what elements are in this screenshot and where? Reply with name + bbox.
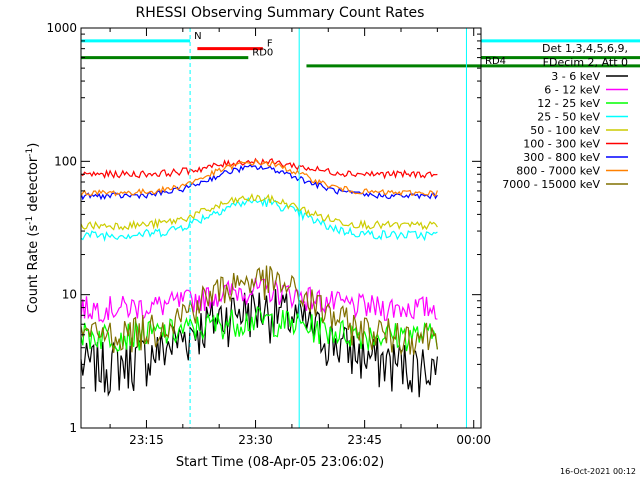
series-line-7: [80, 164, 438, 201]
x-tick-label: 23:45: [347, 433, 382, 447]
legend-header-2: FDecim 2, Att 0: [543, 56, 628, 69]
y-axis-label-sup2: -1: [25, 148, 35, 157]
y-tick-label: 1: [69, 421, 77, 435]
legend-label: 7000 - 15000 keV: [502, 178, 600, 191]
legend: Det 1,3,4,5,6,9, FDecim 2, Att 0 3 - 6 k…: [502, 42, 628, 191]
flag-label: F: [267, 39, 273, 50]
legend-label: 3 - 6 keV: [551, 70, 600, 83]
plot-frame: [80, 27, 482, 429]
series-line-8: [80, 159, 438, 197]
legend-label: 12 - 25 keV: [537, 97, 600, 110]
y-tick-label: 100: [54, 154, 77, 168]
y-axis-label-end: ): [26, 143, 41, 148]
y-tick-label: 1000: [46, 21, 77, 35]
series-line-9: [80, 265, 438, 357]
y-axis-label-sup1: -1: [25, 216, 35, 225]
legend-label: 300 - 800 keV: [523, 151, 600, 164]
x-axis-label: Start Time (08-Apr-05 23:06:02): [176, 455, 384, 470]
legend-label: 800 - 7000 keV: [516, 165, 600, 178]
series-line-5: [80, 192, 438, 231]
x-axis: 23:15 23:30 23:45 00:00: [109, 28, 491, 447]
y-axis: 1 10 100 1000: [46, 21, 481, 435]
y-axis-label-mid: detector: [26, 156, 41, 216]
legend-label: 100 - 300 keV: [523, 138, 600, 151]
footer-timestamp: 16-Oct-2021 00:12: [560, 467, 636, 476]
event-lines-layer: [189, 28, 467, 428]
flag-label: RD0: [252, 48, 273, 59]
y-axis-label-main: Count Rate (s: [26, 225, 41, 314]
legend-header-1: Det 1,3,4,5,6,9,: [542, 42, 628, 55]
series-line-2: [80, 277, 438, 323]
x-tick-label: 23:30: [238, 433, 273, 447]
chart-title: RHESSI Observing Summary Count Rates: [136, 5, 425, 21]
legend-label: 6 - 12 keV: [544, 84, 600, 97]
flag-label: N: [194, 31, 201, 42]
series-layer: [80, 157, 438, 398]
x-tick-label: 00:00: [456, 433, 491, 447]
x-tick-label: 23:15: [129, 433, 164, 447]
legend-label: 50 - 100 keV: [530, 124, 600, 137]
flag-label: RD4: [485, 56, 506, 67]
legend-label: 25 - 50 keV: [537, 111, 600, 124]
series-line-4: [80, 196, 438, 243]
y-tick-label: 10: [62, 288, 77, 302]
y-axis-label: Count Rate (s-1 detector-1): [25, 143, 41, 314]
